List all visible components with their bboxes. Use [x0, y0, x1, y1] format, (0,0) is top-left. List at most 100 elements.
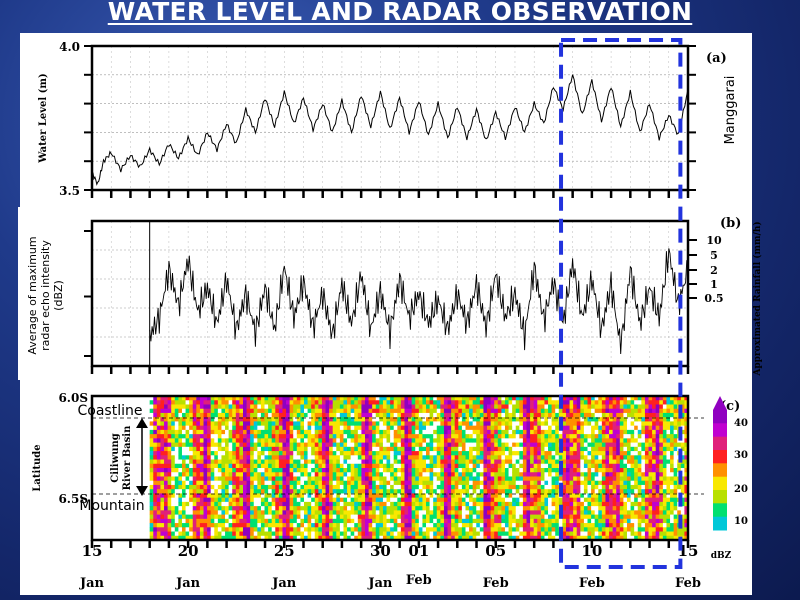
- heatmap-cell: [343, 497, 348, 503]
- heatmap-cell: [569, 446, 574, 452]
- heatmap-cell: [644, 514, 649, 520]
- heatmap-cell: [587, 535, 592, 541]
- heatmap-cell: [630, 497, 635, 503]
- heatmap-cell: [440, 451, 445, 456]
- heatmap-cell: [573, 468, 578, 473]
- heatmap-cell: [573, 527, 578, 532]
- heatmap-cell: [487, 459, 492, 465]
- heatmap-cell: [260, 421, 265, 427]
- heatmap-cell: [160, 501, 165, 507]
- heatmap-cell: [242, 455, 247, 460]
- heatmap-cell: [210, 434, 215, 439]
- heatmap-cell: [242, 484, 247, 490]
- heatmap-cell: [386, 459, 391, 465]
- heatmap-cell: [149, 429, 154, 435]
- heatmap-cell: [612, 527, 617, 532]
- heatmap-cell: [637, 451, 642, 456]
- heatmap-cell: [415, 421, 420, 427]
- heatmap-cell: [253, 396, 258, 401]
- heatmap-cell: [357, 455, 362, 460]
- heatmap-cell: [311, 493, 316, 499]
- heatmap-cell: [311, 510, 316, 515]
- heatmap-cell: [278, 408, 283, 414]
- heatmap-cell: [443, 463, 448, 469]
- heatmap-cell: [544, 535, 549, 541]
- heatmap-cell: [469, 514, 474, 520]
- heatmap-cell: [321, 459, 326, 465]
- heatmap-cell: [207, 506, 212, 511]
- heatmap-cell: [580, 442, 585, 448]
- heatmap-cell: [458, 429, 463, 435]
- heatmap-cell: [433, 501, 438, 507]
- heatmap-cell: [501, 514, 506, 520]
- heatmap-cell: [619, 396, 624, 401]
- heatmap-cell: [479, 506, 484, 511]
- heatmap-cell: [476, 425, 481, 431]
- heatmap-cell: [228, 468, 233, 473]
- heatmap-cell: [530, 404, 535, 410]
- heatmap-cell: [336, 417, 341, 422]
- heatmap-cell: [239, 489, 244, 494]
- heatmap-cell: [512, 442, 517, 448]
- heatmap-cell: [497, 446, 502, 452]
- heatmap-cell: [490, 489, 495, 494]
- heatmap-cell: [296, 489, 301, 494]
- heatmap-cell: [260, 531, 265, 537]
- heatmap-cell: [458, 527, 463, 532]
- heatmap-cell: [533, 535, 538, 541]
- heatmap-cell: [609, 446, 614, 452]
- heatmap-cell: [379, 535, 384, 541]
- heatmap-cell: [548, 510, 553, 515]
- heatmap-cell: [634, 501, 639, 507]
- heatmap-cell: [497, 417, 502, 422]
- heatmap-cell: [293, 476, 298, 482]
- heatmap-cell: [311, 476, 316, 482]
- heatmap-cell: [451, 484, 456, 490]
- heatmap-cell: [393, 438, 398, 443]
- heatmap-cell: [321, 463, 326, 469]
- heatmap-cell: [447, 446, 452, 452]
- heatmap-cell: [497, 404, 502, 410]
- heatmap-cell: [199, 446, 204, 452]
- heatmap-cell: [300, 455, 305, 460]
- heatmap-cell: [178, 451, 183, 456]
- heatmap-cell: [634, 412, 639, 418]
- heatmap-cell: [268, 412, 273, 418]
- heatmap-cell: [167, 518, 172, 524]
- heatmap-cell: [469, 400, 474, 405]
- heatmap-cell: [386, 455, 391, 460]
- heatmap-cell: [314, 442, 319, 448]
- heatmap-cell: [300, 463, 305, 469]
- heatmap-cell: [257, 463, 262, 469]
- heatmap-cell: [598, 476, 603, 482]
- heatmap-cell: [522, 476, 527, 482]
- heatmap-cell: [278, 463, 283, 469]
- heatmap-cell: [490, 408, 495, 414]
- heatmap-cell: [497, 434, 502, 439]
- heatmap-cell: [167, 455, 172, 460]
- heatmap-cell: [555, 446, 560, 452]
- heatmap-cell: [454, 429, 459, 435]
- heatmap-cell: [357, 417, 362, 422]
- heatmap-cell: [626, 535, 631, 541]
- heatmap-cell: [390, 468, 395, 473]
- heatmap-cell: [551, 400, 556, 405]
- heatmap-cell: [504, 476, 509, 482]
- heatmap-cell: [343, 472, 348, 477]
- heatmap-cell: [659, 446, 664, 452]
- heatmap-cell: [447, 523, 452, 528]
- heatmap-cell: [153, 514, 158, 520]
- heatmap-cell: [199, 434, 204, 439]
- heatmap-cell: [494, 442, 499, 448]
- heatmap-cell: [662, 451, 667, 456]
- heatmap-cell: [329, 404, 334, 410]
- heatmap-cell: [260, 400, 265, 405]
- heatmap-cell: [426, 429, 431, 435]
- heatmap-cell: [659, 514, 664, 520]
- heatmap-cell: [321, 429, 326, 435]
- heatmap-cell: [321, 442, 326, 448]
- heatmap-cell: [548, 421, 553, 427]
- heatmap-cell: [390, 451, 395, 456]
- heatmap-cell: [246, 501, 251, 507]
- heatmap-cell: [189, 404, 194, 410]
